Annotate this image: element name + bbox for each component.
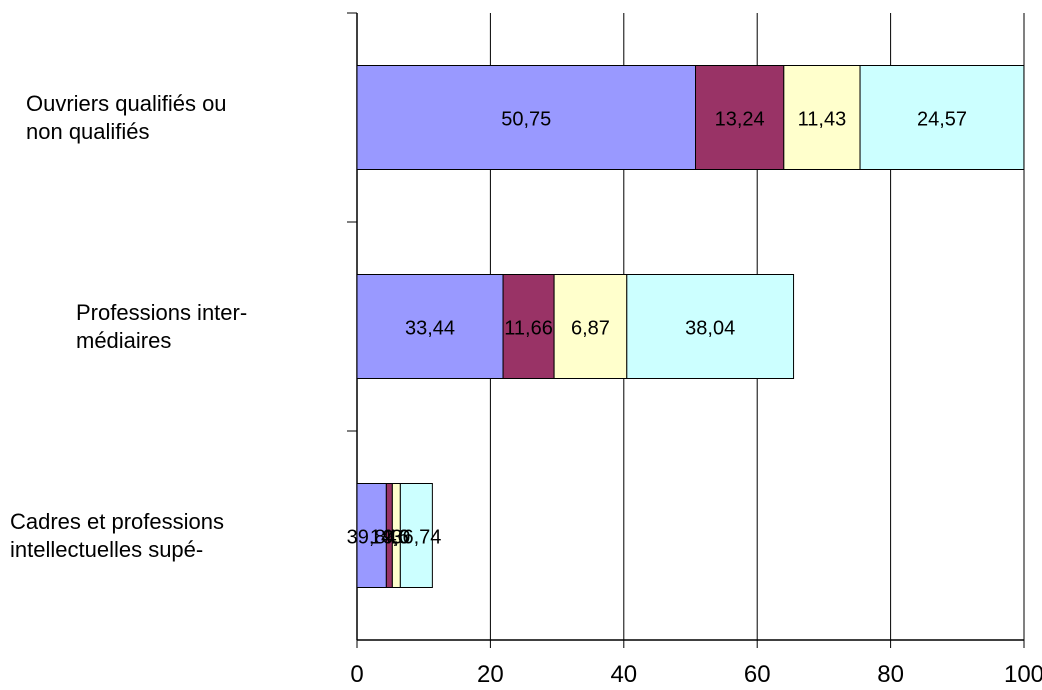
bar-segment bbox=[859, 65, 1025, 170]
category-label-line: médiaires bbox=[76, 327, 172, 353]
x-tick-label: 60 bbox=[744, 661, 771, 688]
x-tick-label: 0 bbox=[350, 661, 363, 688]
segment-value-label: 14,6 bbox=[370, 527, 409, 549]
category-label-line: Professions inter- bbox=[76, 299, 248, 325]
segment-value-label: 39,84 bbox=[347, 527, 397, 549]
bar-segment bbox=[399, 483, 433, 588]
bar-segment bbox=[783, 65, 861, 170]
category-label: Ouvriers qualifiés ou non qualifiés bbox=[26, 90, 227, 146]
bar-segment bbox=[553, 274, 628, 379]
category-label-line: Ouvriers qualifiés ou bbox=[26, 90, 227, 116]
category-label-line: Cadres et professions bbox=[10, 508, 224, 534]
category-label: Cadres et professions intellectuelles sup… bbox=[10, 508, 224, 564]
bar-segment bbox=[626, 274, 795, 379]
bar-segment bbox=[356, 274, 504, 379]
category-label-line: intellectuelles supé- bbox=[10, 536, 204, 562]
segment-value-label: 11,43 bbox=[798, 109, 847, 131]
segment-value-label: 9,0 bbox=[382, 527, 410, 549]
category-label-line: non qualifiés bbox=[26, 118, 150, 144]
segment-value-label: 36,74 bbox=[391, 527, 441, 549]
bar-segment bbox=[356, 65, 697, 170]
category-label: Professions inter-médiaires bbox=[76, 299, 247, 355]
segment-labels: 50,75 13,24 11,43 24,57 33,44 11,66 6,87 38,04 3… bbox=[347, 109, 967, 549]
x-tick-labels: 0 20 40 60 80 100 bbox=[350, 661, 1042, 688]
segment-value-label: 6,87 bbox=[571, 318, 610, 340]
bar-segment bbox=[502, 274, 555, 379]
segment-value-label: 24,57 bbox=[917, 109, 967, 131]
x-tick-label: 80 bbox=[877, 661, 904, 688]
bar-segment bbox=[695, 65, 785, 170]
x-tick-label: 40 bbox=[610, 661, 637, 688]
segment-value-label: 11,66 bbox=[504, 318, 553, 340]
segment-value-label: 50,75 bbox=[501, 109, 551, 131]
x-tick-label: 100 bbox=[1004, 661, 1042, 688]
segment-value-label: 13,24 bbox=[715, 109, 765, 131]
segment-value-label: 38,04 bbox=[685, 318, 735, 340]
bar-segment bbox=[356, 483, 387, 588]
x-tick-label: 20 bbox=[477, 661, 504, 688]
segment-value-label: 33,44 bbox=[405, 318, 455, 340]
bars bbox=[356, 65, 1025, 588]
